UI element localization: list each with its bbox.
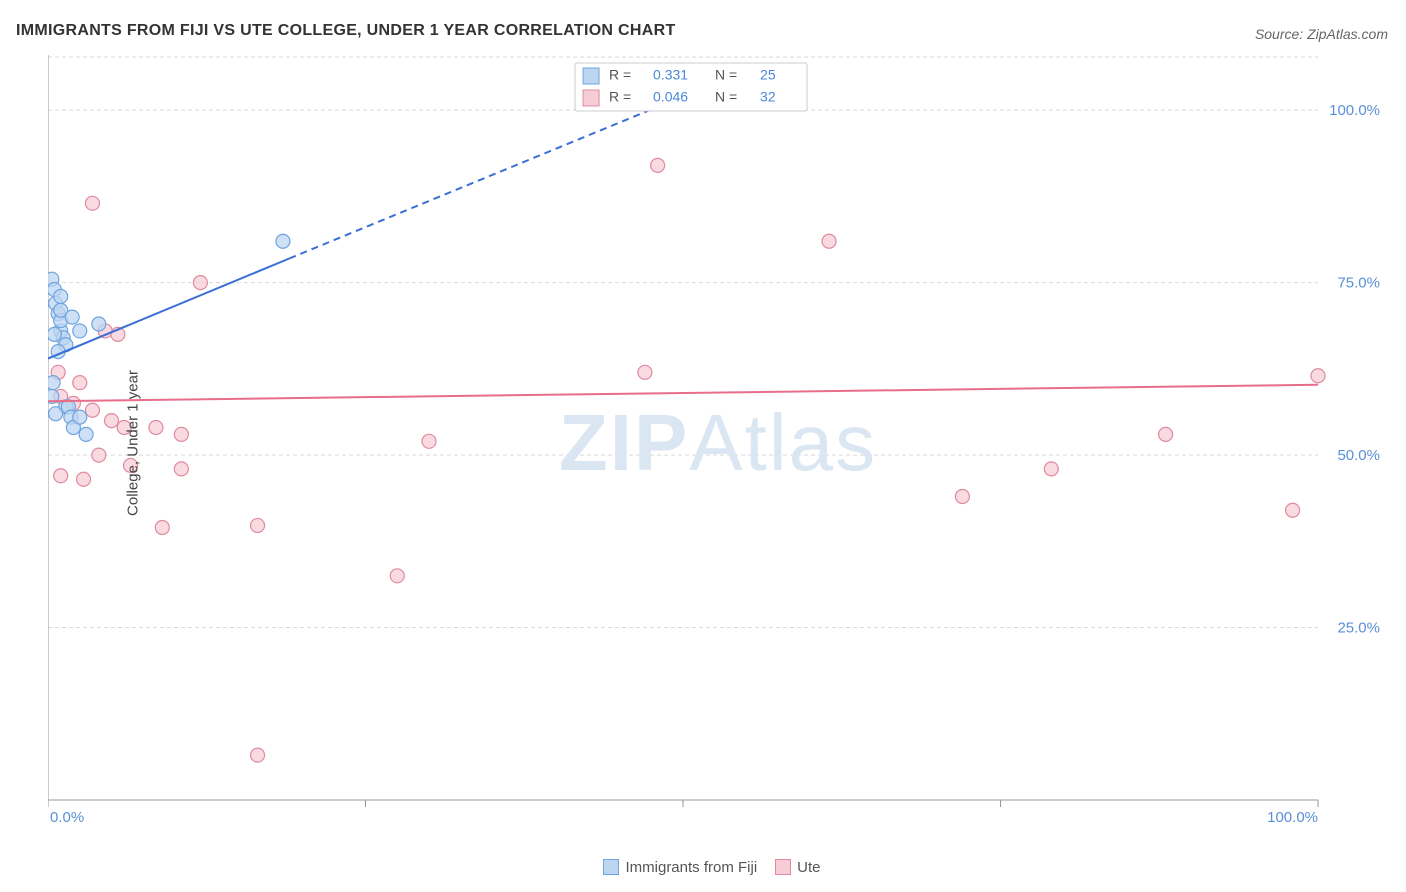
scatter-point-ute — [105, 414, 119, 428]
scatter-point-ute — [822, 234, 836, 248]
scatter-point-ute — [54, 469, 68, 483]
stats-N-label: N = — [715, 67, 737, 83]
stats-swatch-ute — [583, 90, 599, 106]
stats-swatch-fiji — [583, 68, 599, 84]
trend-line-ute — [48, 385, 1318, 402]
plot-svg: 25.0% 50.0% 75.0% 100.0% 0.0% 100.0% R = 0.331 N… — [48, 55, 1388, 830]
legend-swatch — [603, 859, 619, 875]
scatter-point-fiji — [54, 289, 68, 303]
scatter-point-ute — [390, 569, 404, 583]
stats-box: R = 0.331 N = 25 R = 0.046 N = 32 — [575, 63, 807, 111]
scatter-point-fiji — [65, 310, 79, 324]
x-tick-label-right: 100.0% — [1267, 809, 1318, 826]
x-tick-label-left: 0.0% — [50, 809, 84, 826]
scatter-point-fiji — [48, 376, 60, 390]
stats-N-label: N = — [715, 89, 737, 105]
chart-container: IMMIGRANTS FROM FIJI VS UTE COLLEGE, UND… — [0, 0, 1406, 892]
scatter-point-fiji — [49, 407, 63, 421]
scatter-point-ute — [1286, 503, 1300, 517]
scatter-point-ute — [149, 421, 163, 435]
stats-N-value-ute: 32 — [760, 89, 776, 105]
stats-N-value-fiji: 25 — [760, 67, 776, 83]
stats-R-value-ute: 0.046 — [653, 89, 688, 105]
source-label: Source: ZipAtlas.com — [1255, 26, 1388, 42]
y-tick-label: 100.0% — [1329, 102, 1380, 119]
scatter-point-ute — [77, 472, 91, 486]
scatter-point-ute — [92, 448, 106, 462]
scatter-point-ute — [85, 403, 99, 417]
scatter-point-fiji — [73, 324, 87, 338]
scatter-point-ute — [174, 427, 188, 441]
y-tick-label: 50.0% — [1337, 447, 1380, 464]
y-tick-label: 75.0% — [1337, 275, 1380, 292]
scatter-point-ute — [85, 196, 99, 210]
y-tick-label: 25.0% — [1337, 620, 1380, 637]
trend-line-dashed-fiji — [289, 96, 683, 258]
scatter-point-ute — [73, 376, 87, 390]
scatter-point-ute — [193, 276, 207, 290]
scatter-point-fiji — [73, 410, 87, 424]
scatter-point-ute — [651, 158, 665, 172]
legend-label: Ute — [797, 859, 820, 876]
stats-R-label: R = — [609, 67, 631, 83]
scatter-point-ute — [422, 434, 436, 448]
scatter-point-ute — [174, 462, 188, 476]
scatter-point-fiji — [92, 317, 106, 331]
y-axis-label: College, Under 1 year — [124, 370, 141, 516]
plot-area: College, Under 1 year ZIPAtlas 25.0%50.0… — [48, 55, 1388, 830]
scatter-point-ute — [1044, 462, 1058, 476]
stats-R-label: R = — [609, 89, 631, 105]
scatter-point-ute — [1311, 369, 1325, 383]
scatter-point-ute — [955, 489, 969, 503]
scatter-point-fiji — [79, 427, 93, 441]
scatter-point-ute — [155, 521, 169, 535]
legend-label: Immigrants from Fiji — [625, 859, 757, 876]
scatter-point-ute — [251, 748, 265, 762]
trend-line-fiji — [48, 258, 289, 358]
stats-R-value-fiji: 0.331 — [653, 67, 688, 83]
scatter-point-ute — [1159, 427, 1173, 441]
scatter-point-fiji — [276, 234, 290, 248]
scatter-point-ute — [638, 365, 652, 379]
scatter-point-ute — [251, 518, 265, 532]
legend-swatch — [775, 859, 791, 875]
legend-bottom: Immigrants from Fiji Ute — [0, 859, 1406, 876]
scatter-point-fiji — [48, 327, 61, 341]
chart-title: IMMIGRANTS FROM FIJI VS UTE COLLEGE, UND… — [16, 22, 676, 40]
